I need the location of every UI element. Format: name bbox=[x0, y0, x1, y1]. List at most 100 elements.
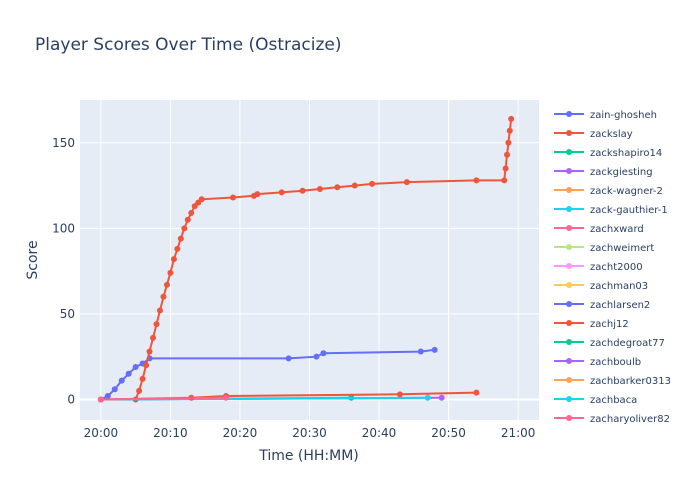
legend-item[interactable]: zachj12 bbox=[554, 319, 629, 330]
legend-label: zackshapiro14 bbox=[590, 148, 662, 159]
legend-item[interactable]: zachman03 bbox=[554, 281, 648, 292]
legend-label: zachdegroat77 bbox=[590, 338, 665, 349]
legend-item[interactable]: zachbarker0313 bbox=[554, 376, 671, 387]
legend-label: zackslay bbox=[590, 129, 633, 140]
legend-swatch-marker bbox=[566, 206, 572, 212]
data-point bbox=[285, 355, 292, 362]
legend-swatch-marker bbox=[566, 168, 572, 174]
data-point bbox=[351, 182, 358, 189]
x-tick-label: 20:20 bbox=[223, 426, 258, 440]
data-point bbox=[136, 387, 143, 394]
data-point bbox=[132, 363, 139, 370]
legend-item[interactable]: zackslay bbox=[554, 129, 633, 140]
legend[interactable]: zain-ghosheh zackslay zackshapiro14 zackgie… bbox=[554, 110, 671, 425]
data-point bbox=[473, 177, 480, 184]
data-point bbox=[506, 127, 513, 134]
y-tick-label: 100 bbox=[52, 221, 75, 235]
legend-item[interactable]: zack-gauthier-1 bbox=[554, 205, 668, 216]
legend-swatch-marker bbox=[566, 396, 572, 402]
legend-swatch-marker bbox=[566, 377, 572, 383]
legend-item[interactable]: zackgiesting bbox=[554, 167, 653, 178]
series-line bbox=[100, 396, 227, 401]
data-point bbox=[502, 165, 509, 172]
legend-label: zachbarker0313 bbox=[590, 376, 671, 387]
data-point bbox=[316, 185, 323, 192]
data-point bbox=[369, 180, 376, 187]
data-point bbox=[504, 151, 511, 158]
legend-label: zachboulb bbox=[590, 357, 641, 368]
legend-item[interactable]: zachboulb bbox=[554, 357, 641, 368]
legend-label: zachlarsen2 bbox=[590, 300, 650, 311]
data-point bbox=[111, 386, 118, 393]
series-layer bbox=[97, 115, 515, 403]
data-point bbox=[508, 115, 515, 122]
legend-item[interactable]: zachxward bbox=[554, 224, 644, 235]
data-point bbox=[170, 256, 177, 263]
data-point bbox=[424, 394, 431, 401]
legend-swatch-marker bbox=[566, 130, 572, 136]
data-point bbox=[254, 191, 261, 198]
legend-label: zackgiesting bbox=[590, 167, 653, 178]
data-point bbox=[177, 235, 184, 242]
data-point bbox=[278, 189, 285, 196]
legend-label: zachman03 bbox=[590, 281, 648, 292]
tick-labels: 20:00 20:10 20:20 20:30 20:40 20:50 21:00 0 50 10… bbox=[52, 136, 535, 440]
legend-label: zacharyoliver82 bbox=[590, 414, 670, 425]
legend-item[interactable]: zachdegroat77 bbox=[554, 338, 665, 349]
data-point bbox=[198, 196, 205, 203]
legend-swatch-marker bbox=[566, 320, 572, 326]
chart-title: Player Scores Over Time (Ostracize) bbox=[35, 35, 342, 55]
legend-swatch-marker bbox=[566, 111, 572, 117]
data-point bbox=[396, 391, 403, 398]
legend-label: zack-wagner-2 bbox=[590, 186, 663, 197]
data-point bbox=[167, 269, 174, 276]
x-tick-label: 20:10 bbox=[153, 426, 188, 440]
data-point bbox=[146, 348, 153, 355]
data-point bbox=[230, 194, 236, 201]
data-point bbox=[223, 394, 230, 401]
legend-item[interactable]: zacht2000 bbox=[554, 262, 643, 273]
x-tick-label: 20:30 bbox=[292, 426, 327, 440]
legend-swatch-marker bbox=[566, 244, 572, 250]
x-tick-label: 20:50 bbox=[431, 426, 466, 440]
y-tick-label: 0 bbox=[67, 392, 75, 406]
data-point bbox=[118, 377, 125, 384]
data-point bbox=[473, 389, 480, 396]
data-point bbox=[403, 179, 410, 186]
data-point bbox=[174, 245, 181, 252]
data-point bbox=[313, 353, 320, 360]
legend-item[interactable]: zacharyoliver82 bbox=[554, 414, 670, 425]
data-point bbox=[501, 177, 508, 184]
legend-label: zachweimert bbox=[590, 243, 654, 254]
data-point bbox=[143, 362, 150, 369]
data-point bbox=[156, 307, 163, 314]
data-point bbox=[97, 396, 104, 403]
data-point bbox=[181, 225, 188, 232]
legend-label: zacht2000 bbox=[590, 262, 643, 273]
legend-swatch-marker bbox=[566, 415, 572, 421]
data-point bbox=[299, 187, 306, 194]
y-tick-label: 150 bbox=[52, 136, 75, 150]
legend-item[interactable]: zachlarsen2 bbox=[554, 300, 650, 311]
legend-swatch-marker bbox=[566, 301, 572, 307]
legend-item[interactable]: zackshapiro14 bbox=[554, 148, 662, 159]
legend-item[interactable]: zachbaca bbox=[554, 395, 637, 406]
data-point bbox=[431, 346, 438, 353]
x-tick-label: 20:00 bbox=[84, 426, 119, 440]
legend-swatch-marker bbox=[566, 187, 572, 193]
y-tick-label: 50 bbox=[60, 307, 75, 321]
legend-swatch-marker bbox=[566, 282, 572, 288]
legend-swatch-marker bbox=[566, 225, 572, 231]
legend-item[interactable]: zack-wagner-2 bbox=[554, 186, 663, 197]
data-point bbox=[188, 209, 195, 216]
data-point bbox=[417, 348, 424, 355]
data-point bbox=[153, 321, 160, 328]
legend-item[interactable]: zachweimert bbox=[554, 243, 654, 254]
series-zain-ghosheh bbox=[97, 346, 438, 403]
legend-label: zack-gauthier-1 bbox=[590, 205, 668, 216]
data-point bbox=[139, 375, 146, 382]
legend-item[interactable]: zain-ghosheh bbox=[554, 110, 657, 121]
series-zacharyoliver82 bbox=[97, 394, 230, 403]
legend-label: zain-ghosheh bbox=[590, 110, 657, 121]
data-point bbox=[184, 216, 191, 223]
